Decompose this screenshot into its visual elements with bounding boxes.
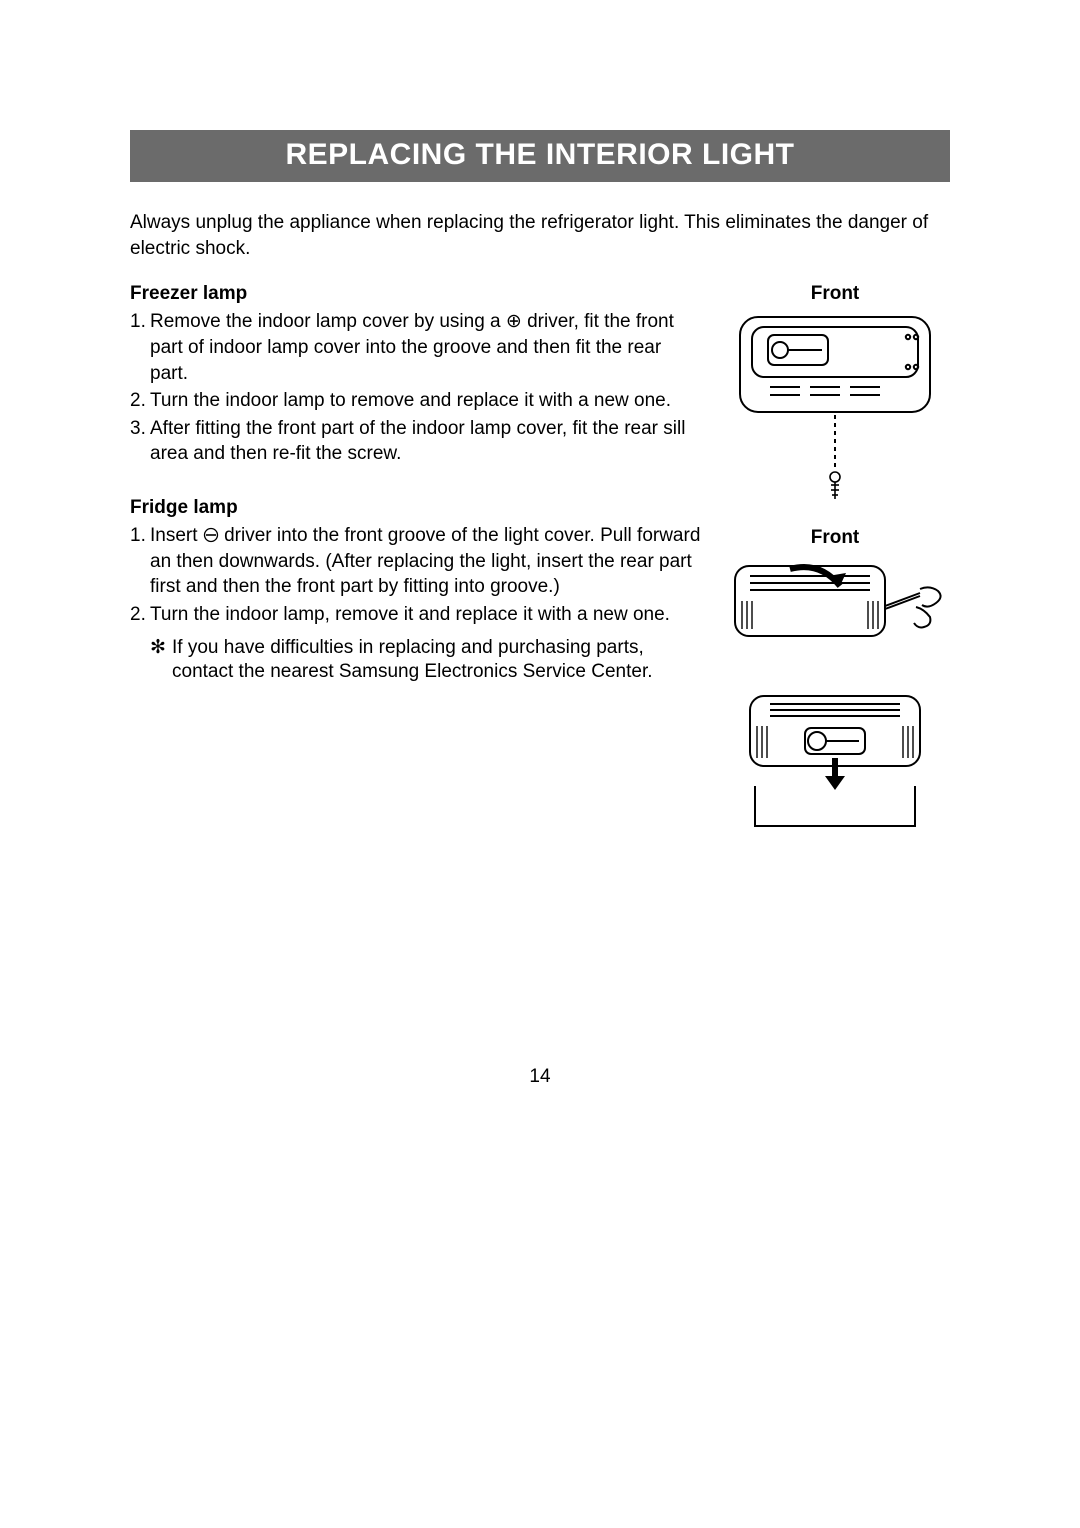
fridge-steps: 1. Insert driver into the front groove o… <box>130 523 702 628</box>
step-number: 2. <box>130 388 150 414</box>
step-text-before: Insert <box>150 525 203 546</box>
list-item: 1. Insert driver into the front groove o… <box>130 523 702 600</box>
step-number: 1. <box>130 309 150 386</box>
freezer-figure: Front <box>720 283 950 507</box>
fridge-figure-1: Front <box>720 527 950 666</box>
step-text-after: driver into the front groove of the ligh… <box>150 525 700 597</box>
list-item: 1. Remove the indoor lamp cover by using… <box>130 309 702 386</box>
freezer-diagram-icon <box>730 307 940 507</box>
note-text: If you have difficulties in replacing an… <box>172 636 702 685</box>
fridge-heading: Fridge lamp <box>130 497 702 519</box>
step-text: After fitting the front part of the indo… <box>150 416 702 467</box>
flathead-icon <box>203 527 219 543</box>
step-text: Turn the indoor lamp, remove it and repl… <box>150 602 702 628</box>
freezer-heading: Freezer lamp <box>130 283 702 305</box>
figure-column: Front <box>720 283 950 856</box>
fridge-bulb-diagram-icon <box>735 686 935 836</box>
intro-text: Always unplug the appliance when replaci… <box>130 210 950 261</box>
step-number: 1. <box>130 523 150 600</box>
list-item: 2. Turn the indoor lamp, remove it and r… <box>130 602 702 628</box>
step-text: Remove the indoor lamp cover by using a … <box>150 309 702 386</box>
step-text: Insert driver into the front groove of t… <box>150 523 702 600</box>
list-item: 3. After fitting the front part of the i… <box>130 416 702 467</box>
text-column: Freezer lamp 1. Remove the indoor lamp c… <box>130 283 720 715</box>
step-number: 2. <box>130 602 150 628</box>
page-number: 14 <box>0 1066 1080 1088</box>
manual-page: REPLACING THE INTERIOR LIGHT Always unpl… <box>0 0 1080 1528</box>
figure-label: Front <box>720 283 950 305</box>
page-title: REPLACING THE INTERIOR LIGHT <box>130 130 950 182</box>
service-note: ✻ If you have difficulties in replacing … <box>130 636 702 685</box>
fridge-section: Fridge lamp 1. Insert driver into the fr… <box>130 497 702 685</box>
fridge-remove-diagram-icon <box>720 551 950 666</box>
figure-label: Front <box>720 527 950 549</box>
freezer-section: Freezer lamp 1. Remove the indoor lamp c… <box>130 283 702 467</box>
note-icon: ✻ <box>150 636 172 685</box>
fridge-figure-2 <box>720 686 950 836</box>
step-number: 3. <box>130 416 150 467</box>
freezer-steps: 1. Remove the indoor lamp cover by using… <box>130 309 702 467</box>
list-item: 2. Turn the indoor lamp to remove and re… <box>130 388 702 414</box>
content-columns: Freezer lamp 1. Remove the indoor lamp c… <box>130 283 950 856</box>
step-text: Turn the indoor lamp to remove and repla… <box>150 388 702 414</box>
